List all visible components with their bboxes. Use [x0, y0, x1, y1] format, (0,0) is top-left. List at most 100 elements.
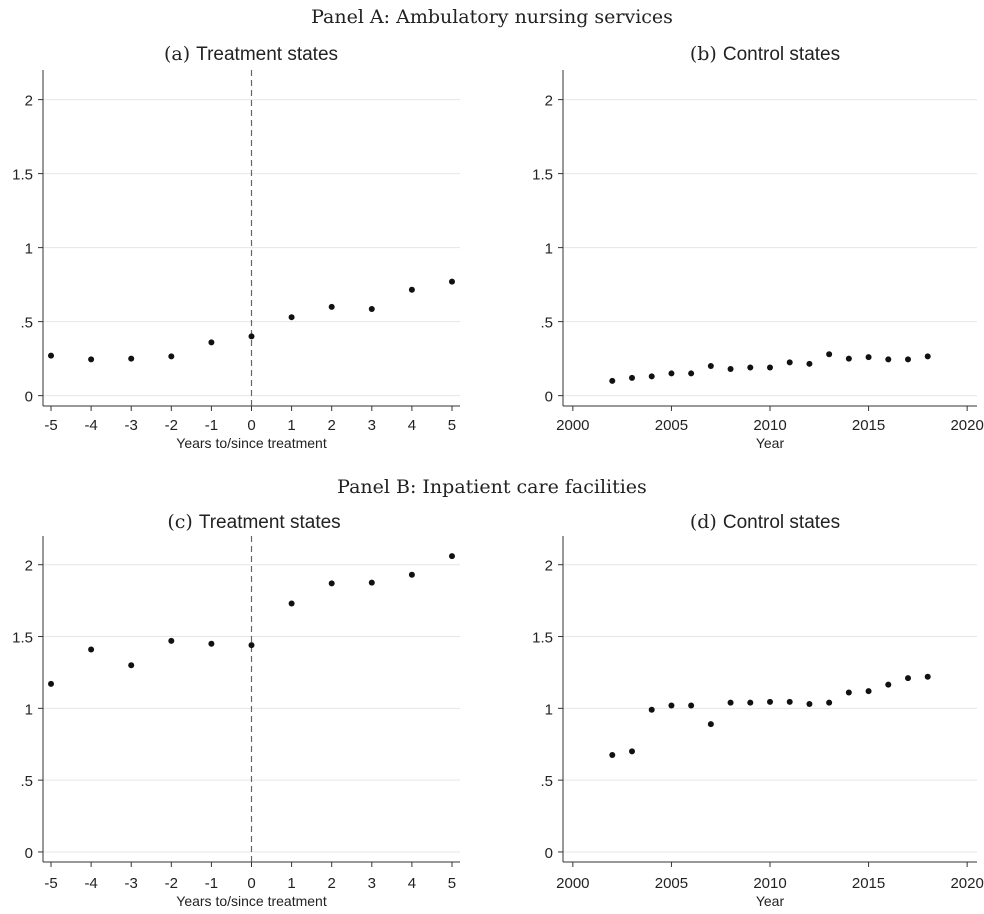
y-tick-label: .5 — [540, 773, 553, 790]
data-point — [408, 286, 415, 293]
data-point — [668, 702, 675, 709]
data-point — [288, 314, 295, 321]
data-point — [767, 364, 773, 371]
data-point — [368, 306, 375, 313]
y-tick-label: 1.5 — [532, 167, 553, 184]
x-tick-label: -3 — [125, 417, 138, 434]
x-tick-label: -1 — [205, 875, 218, 892]
data-point — [885, 681, 892, 688]
x-tick-label: 2005 — [655, 417, 688, 434]
y-tick-label: 0 — [25, 845, 33, 862]
panel-a-title: Panel A: Ambulatory nursing services — [311, 6, 673, 28]
data-point — [688, 370, 695, 377]
data-point — [727, 365, 734, 372]
x-tick-label: -2 — [165, 417, 178, 434]
data-point — [707, 363, 714, 370]
x-tick-label: -2 — [165, 875, 178, 892]
y-tick-label: 1.5 — [12, 167, 33, 184]
data-point — [786, 698, 793, 705]
data-point — [865, 688, 872, 695]
data-point — [48, 680, 55, 687]
chart-c: (c) Treatment states 0 .5 1 1.5 2 -5 -4 -3 -2 -1 0 1… — [12, 511, 460, 909]
x-tick-label: 2000 — [556, 875, 589, 892]
data-point — [747, 364, 754, 371]
data-point — [806, 701, 813, 708]
y-tick-label: 1.5 — [532, 630, 553, 647]
chart-title-text: Treatment states — [196, 44, 338, 65]
x-tick-label: 2 — [328, 875, 336, 892]
data-point — [865, 354, 872, 361]
data-point — [368, 579, 375, 586]
x-tick-label: 2015 — [852, 417, 885, 434]
panel-b-title: Panel B: Inpatient care facilities — [337, 476, 647, 498]
data-point — [707, 721, 714, 728]
chart-title-prefix: (d) — [690, 511, 723, 533]
data-point — [668, 370, 675, 377]
data-point — [786, 359, 793, 366]
y-tick-label: .5 — [540, 315, 553, 332]
chart-title: (c) Treatment states — [167, 511, 340, 533]
y-tick-label: 0 — [545, 845, 553, 862]
chart-a: (a) Treatment states 0 .5 1 1.5 2 -5 -4 -3 -2 -1 0 1… — [12, 43, 460, 451]
x-tick-label: 0 — [247, 875, 255, 892]
x-tick-label: 2005 — [655, 875, 688, 892]
y-tick-label: 1 — [25, 241, 33, 258]
chart-title-text: Control states — [723, 44, 840, 65]
x-tick-label: 1 — [287, 417, 295, 434]
data-point — [328, 303, 335, 310]
x-tick-label: 2020 — [950, 417, 983, 434]
chart-title: (d) Control states — [690, 511, 840, 533]
data-point — [128, 355, 135, 362]
data-point — [648, 706, 655, 713]
data-point — [629, 748, 635, 755]
chart-title-text: Treatment states — [199, 512, 341, 533]
data-point — [885, 356, 892, 363]
y-tick-label: 0 — [25, 389, 33, 406]
x-axis-label: Year — [756, 435, 785, 451]
y-tick-label: .5 — [20, 773, 33, 790]
x-tick-label: -4 — [84, 875, 97, 892]
data-point — [248, 642, 255, 649]
data-point — [924, 353, 931, 360]
x-tick-label: 2015 — [852, 875, 885, 892]
data-point — [767, 698, 773, 705]
x-axis-label: Years to/since treatment — [176, 893, 327, 909]
x-tick-label: -4 — [84, 417, 97, 434]
chart-d: (d) Control states 0 .5 1 1.5 2 2000 2005 2010 20… — [532, 511, 984, 909]
data-point — [168, 637, 175, 644]
data-point — [128, 662, 135, 669]
x-tick-label: 2000 — [556, 417, 589, 434]
y-tick-label: 2 — [545, 558, 553, 575]
data-point — [328, 580, 335, 587]
x-tick-label: -3 — [125, 875, 138, 892]
y-tick-label: 2 — [545, 93, 553, 110]
data-point — [408, 571, 415, 578]
y-tick-label: 1 — [25, 701, 33, 718]
data-point — [688, 702, 695, 709]
x-tick-label: 3 — [368, 875, 376, 892]
data-point — [448, 278, 455, 285]
x-tick-label: -5 — [44, 417, 57, 434]
chart-title: (a) Treatment states — [164, 43, 338, 65]
x-tick-label: 2010 — [753, 875, 786, 892]
chart-title-prefix: (c) — [167, 511, 199, 533]
data-point — [845, 355, 852, 362]
x-tick-label: -5 — [44, 875, 57, 892]
x-tick-label: 5 — [448, 875, 456, 892]
x-tick-label: 2010 — [753, 417, 786, 434]
x-tick-label: 0 — [247, 417, 255, 434]
data-point — [448, 553, 455, 560]
y-tick-label: 2 — [25, 93, 33, 110]
data-point — [747, 699, 754, 706]
data-point — [629, 374, 635, 381]
data-point — [609, 752, 616, 759]
data-point — [208, 339, 215, 346]
data-point — [208, 640, 215, 647]
data-point — [648, 373, 655, 380]
y-tick-label: 0 — [545, 389, 553, 406]
x-tick-label: 1 — [287, 875, 295, 892]
data-point — [905, 675, 911, 682]
y-tick-label: 1 — [545, 701, 553, 718]
chart-title-prefix: (a) — [164, 43, 196, 65]
x-tick-label: 4 — [408, 417, 416, 434]
